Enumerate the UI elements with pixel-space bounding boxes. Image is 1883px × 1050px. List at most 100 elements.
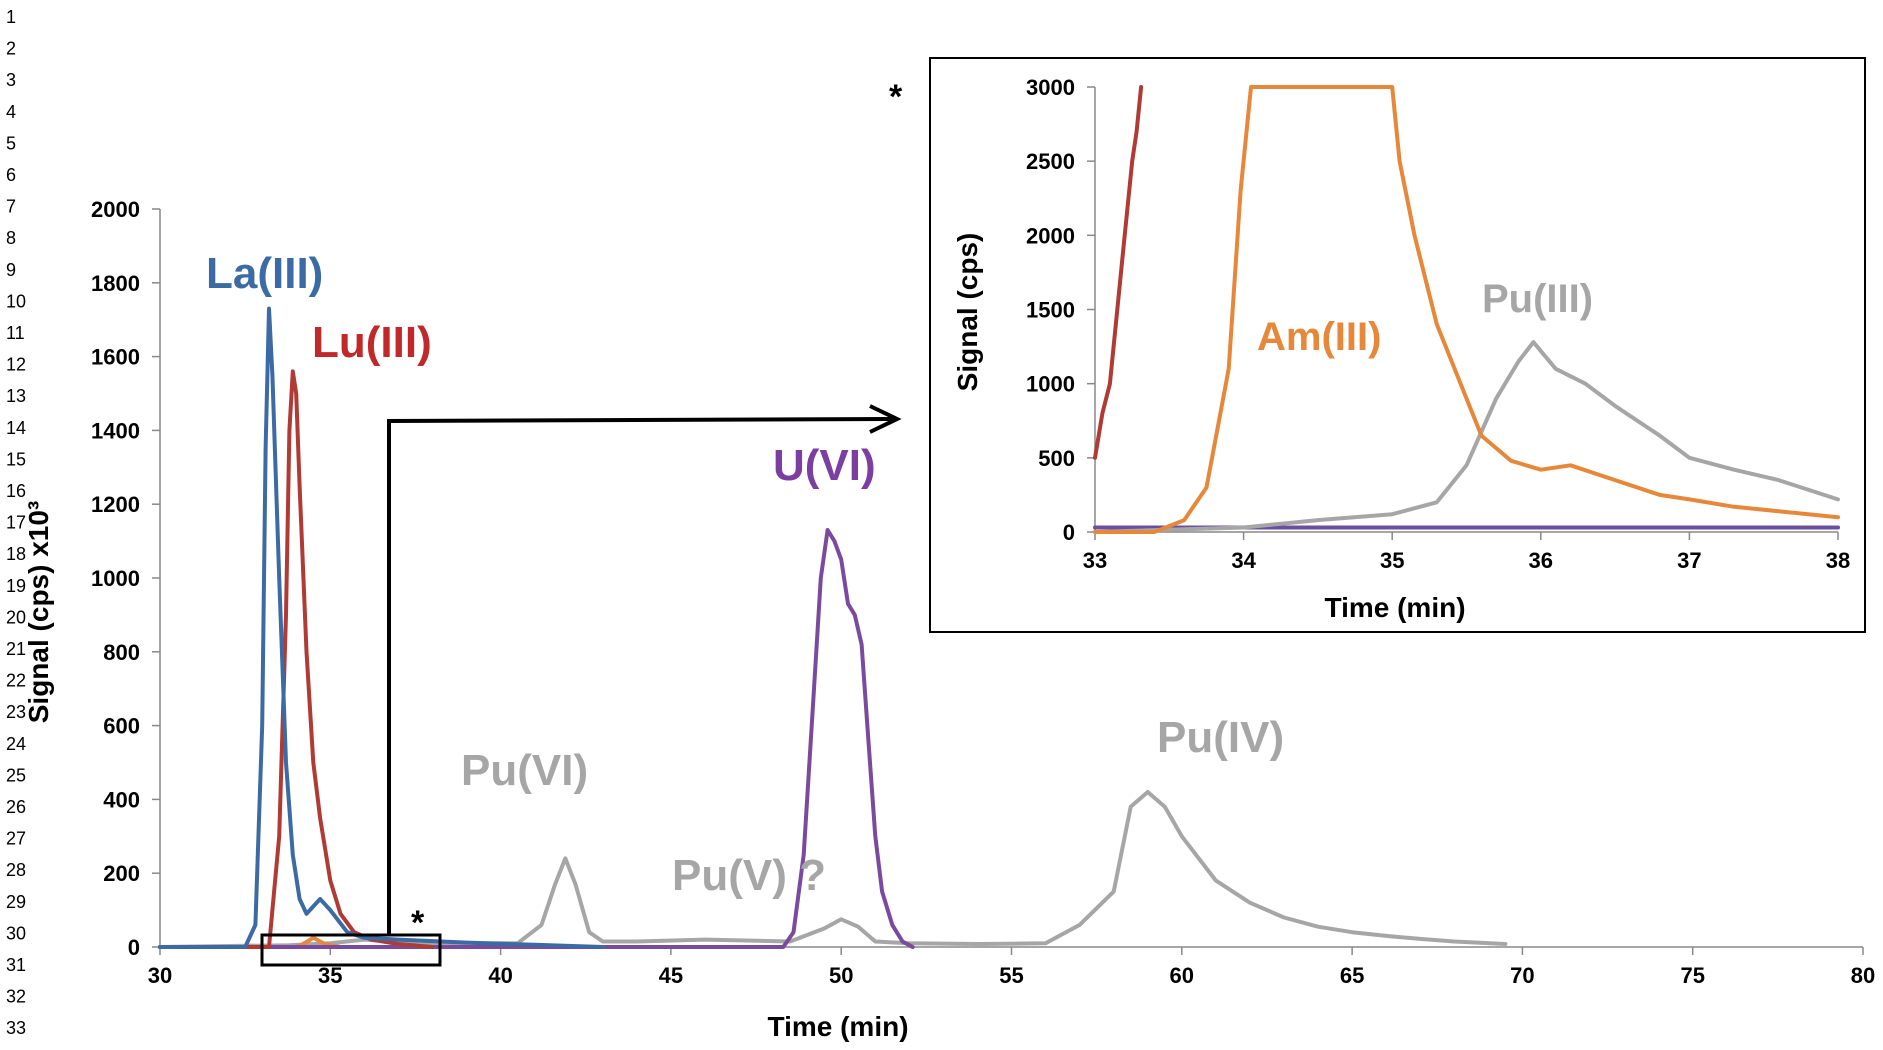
line-number: 8	[6, 228, 16, 248]
line-number: 31	[6, 955, 26, 975]
line-number-column: 1234567891011121314151617181920212223242…	[6, 7, 26, 1038]
x-tick-label: 70	[1510, 963, 1534, 988]
main-series-lines	[158, 306, 1508, 949]
inset-x-axis-title: Time (min)	[1324, 592, 1465, 623]
line-number: 5	[6, 133, 16, 153]
main-y-ticks: 0 200 400 600 800 1000 1200 1400 1600 1800 2000	[91, 197, 160, 960]
inset-y-axis-title: Signal (cps)	[952, 233, 983, 392]
line-number: 18	[6, 544, 26, 564]
zoom-region-box	[260, 933, 442, 967]
line-number: 26	[6, 797, 26, 817]
line-number: 6	[6, 165, 16, 185]
series-line-pu	[158, 790, 1508, 949]
line-number: 19	[6, 576, 26, 596]
x-tick-label: 35	[1380, 548, 1404, 573]
x-tick-label: 80	[1851, 963, 1875, 988]
y-tick-label: 200	[103, 861, 140, 886]
x-tick-label: 55	[999, 963, 1023, 988]
label-u-vi: U(VI)	[773, 441, 876, 490]
x-tick-label: 40	[488, 963, 512, 988]
y-tick-label: 1600	[91, 345, 140, 370]
label-la-iii: La(III)	[206, 249, 323, 298]
x-tick-label: 30	[148, 963, 172, 988]
line-number: 33	[6, 1018, 26, 1038]
y-tick-label: 0	[1063, 520, 1075, 545]
inset-y-ticks: 0 500 1000 1500 2000 2500 3000	[1026, 75, 1095, 545]
y-tick-label: 1500	[1026, 298, 1075, 323]
y-tick-label: 600	[103, 714, 140, 739]
series-line-lu-iii	[1093, 85, 1144, 460]
line-number: 11	[6, 323, 25, 343]
series-line-u-vi	[158, 528, 915, 949]
y-tick-label: 800	[103, 640, 140, 665]
x-tick-label: 33	[1083, 548, 1107, 573]
line-number: 13	[6, 386, 26, 406]
x-tick-label: 60	[1170, 963, 1194, 988]
label-pu-iv: Pu(IV)	[1157, 713, 1284, 762]
y-tick-label: 400	[103, 787, 140, 812]
x-tick-label: 34	[1231, 548, 1256, 573]
y-tick-label: 2500	[1026, 149, 1075, 174]
inset-x-ticks: 33 34 35 36 37 38	[1083, 532, 1850, 573]
main-y-axis-title: Signal (cps) x10³	[23, 501, 54, 724]
x-tick-label: 45	[659, 963, 683, 988]
line-number: 20	[6, 607, 26, 627]
inset-star-marker: *	[889, 78, 903, 116]
x-tick-label: 65	[1340, 963, 1364, 988]
line-number: 4	[6, 102, 16, 122]
label-pu-v: Pu(V) ?	[672, 851, 826, 900]
line-number: 15	[6, 449, 26, 469]
y-tick-label: 2000	[91, 197, 140, 222]
y-tick-label: 3000	[1026, 75, 1075, 100]
line-number: 23	[6, 702, 26, 722]
label-lu-iii: Lu(III)	[312, 318, 432, 367]
line-number: 27	[6, 829, 26, 849]
x-tick-label: 36	[1529, 548, 1553, 573]
line-number: 3	[6, 70, 16, 90]
series-line-lu-iii	[158, 369, 435, 949]
line-number: 16	[6, 481, 26, 501]
y-tick-label: 0	[128, 935, 140, 960]
line-number: 22	[6, 671, 26, 691]
x-tick-label: 50	[829, 963, 853, 988]
y-tick-label: 1000	[1026, 372, 1075, 397]
line-number: 12	[6, 355, 26, 375]
line-number: 28	[6, 860, 26, 880]
x-tick-label: 75	[1680, 963, 1704, 988]
main-x-ticks: 30 35 40 45 50 55 60 65 70 75 80	[148, 947, 1875, 988]
zoom-star-marker: *	[411, 904, 425, 942]
series-line-la-iii	[158, 306, 605, 949]
line-number: 14	[6, 418, 26, 438]
series-line-pu-iii	[1093, 340, 1840, 534]
line-number: 25	[6, 765, 26, 785]
inset-chart: 0 500 1000 1500 2000 2500 3000 33 34 35 36 37 38 Ti…	[889, 57, 1866, 633]
inset-series-lines	[1093, 85, 1840, 534]
label-pu-vi: Pu(VI)	[461, 746, 588, 795]
label-am-iii: Am(III)	[1257, 315, 1381, 359]
main-x-axis-title: Time (min)	[767, 1011, 908, 1042]
y-tick-label: 1800	[91, 271, 140, 296]
y-tick-label: 2000	[1026, 223, 1075, 248]
label-pu-iii: Pu(III)	[1482, 277, 1593, 321]
zoom-connector-arrow	[387, 417, 896, 935]
line-number: 21	[6, 639, 26, 659]
line-number: 30	[6, 923, 26, 943]
y-tick-label: 1400	[91, 418, 140, 443]
x-tick-label: 37	[1677, 548, 1701, 573]
line-number: 9	[6, 260, 16, 280]
line-number: 2	[6, 39, 16, 59]
x-tick-label: 35	[318, 963, 342, 988]
series-line-am-iii	[1093, 85, 1840, 534]
line-number: 10	[6, 291, 26, 311]
x-tick-label: 38	[1826, 548, 1850, 573]
line-number: 17	[6, 513, 26, 533]
y-tick-label: 1200	[91, 492, 140, 517]
y-tick-label: 500	[1038, 446, 1075, 471]
line-number: 7	[6, 197, 16, 217]
arrow-head	[869, 404, 902, 434]
line-number: 24	[6, 734, 26, 754]
line-number: 32	[6, 987, 26, 1007]
y-tick-label: 1000	[91, 566, 140, 591]
